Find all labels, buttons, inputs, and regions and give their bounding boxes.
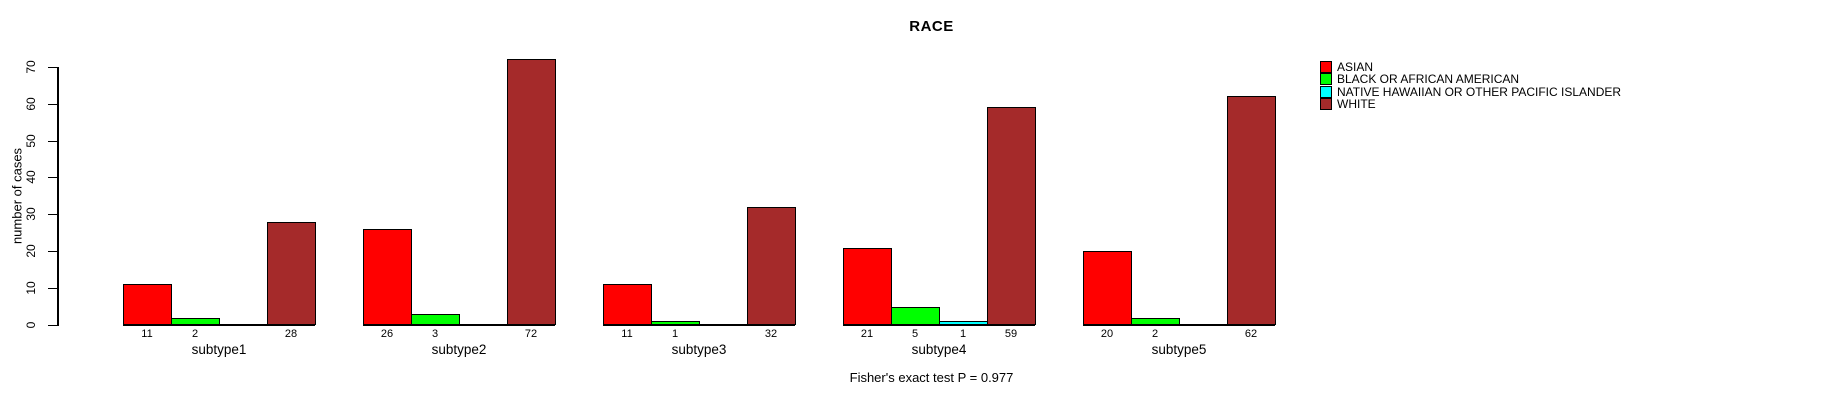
- legend: ASIAN BLACK OR AFRICAN AMERICAN NATIVE HAW…: [1320, 59, 1622, 112]
- legend-swatch: [1320, 73, 1332, 86]
- y-tick-label: 40: [24, 170, 38, 185]
- bar-value-label: 3: [431, 328, 439, 340]
- legend-swatch: [1320, 85, 1332, 98]
- y-axis-title: number of cases: [9, 147, 25, 245]
- legend-item: ASIAN: [1320, 59, 1621, 74]
- group-baseline: [363, 324, 555, 326]
- y-tick-label: 70: [24, 60, 38, 74]
- bar-value-label: 2: [191, 328, 199, 340]
- category-label-subtype4: subtype4: [911, 342, 967, 357]
- bar-value-label: 1: [959, 328, 967, 340]
- bar-value-label: 21: [860, 328, 874, 340]
- bar-subtype3-asian: [603, 284, 652, 325]
- legend-swatch: [1320, 98, 1332, 111]
- chart-title: RACE: [909, 18, 954, 35]
- bar-subtype1-black-or-african-american: [171, 318, 220, 325]
- category-label-subtype2: subtype2: [431, 342, 487, 357]
- y-tick-label: 10: [24, 281, 38, 295]
- y-tick-mark: [48, 67, 58, 68]
- legend-label: ASIAN: [1337, 59, 1374, 74]
- bar-value-label: 62: [1244, 328, 1258, 340]
- bar-subtype2-black-or-african-american: [411, 314, 460, 325]
- bar-value-label: 59: [1004, 328, 1018, 340]
- statistics-footer: Fisher's exact test P = 0.977: [849, 370, 1014, 385]
- y-tick-mark: [48, 251, 58, 252]
- legend-label: NATIVE HAWAIIAN OR OTHER PACIFIC ISLANDE…: [1337, 84, 1622, 99]
- legend-label: BLACK OR AFRICAN AMERICAN: [1337, 72, 1520, 87]
- bar-subtype4-white: [987, 107, 1036, 325]
- legend-item: WHITE: [1320, 97, 1621, 112]
- bar-subtype2-asian: [363, 229, 412, 325]
- bar-value-label: 72: [524, 328, 538, 340]
- group-baseline: [603, 324, 795, 326]
- bar-value-label: 11: [141, 328, 153, 340]
- legend-item: NATIVE HAWAIIAN OR OTHER PACIFIC ISLANDE…: [1320, 84, 1622, 99]
- bar-value-label: 26: [380, 328, 394, 340]
- y-tick-label: 0: [24, 321, 38, 329]
- group-baseline: [843, 324, 1035, 326]
- group-baseline: [1083, 324, 1275, 326]
- legend-swatch: [1320, 60, 1332, 73]
- bar-value-label: 11: [621, 328, 633, 340]
- bar-subtype4-native-hawaiian-or-other-pacific-islander: [939, 321, 988, 325]
- bar-value-label: 20: [1100, 328, 1114, 340]
- y-axis-line: [57, 66, 59, 326]
- bar-subtype5-black-or-african-american: [1131, 318, 1180, 325]
- y-tick-label: 20: [24, 244, 38, 258]
- category-label-subtype5: subtype5: [1151, 342, 1207, 357]
- bar-subtype4-black-or-african-american: [891, 307, 940, 325]
- y-tick-label: 30: [24, 207, 38, 221]
- bar-value-label: 28: [284, 328, 298, 340]
- bar-subtype5-white: [1227, 96, 1276, 325]
- bar-value-label: 1: [671, 328, 679, 340]
- y-tick-mark: [48, 141, 58, 142]
- bar-subtype5-asian: [1083, 251, 1132, 325]
- group-baseline: [123, 324, 315, 326]
- y-tick-mark: [48, 214, 58, 215]
- legend-item: BLACK OR AFRICAN AMERICAN: [1320, 72, 1621, 87]
- category-label-subtype3: subtype3: [671, 342, 727, 357]
- bar-subtype1-white: [267, 222, 316, 325]
- y-tick-mark: [48, 177, 58, 178]
- y-tick-label: 50: [24, 133, 38, 148]
- bar-value-label: 32: [764, 328, 778, 340]
- y-tick-mark: [48, 288, 58, 289]
- y-tick-label: 60: [24, 96, 38, 111]
- bar-subtype3-black-or-african-american: [651, 321, 700, 325]
- bar-subtype2-white: [507, 59, 556, 325]
- category-label-subtype1: subtype1: [191, 342, 247, 357]
- bar-value-label: 5: [911, 328, 919, 340]
- bar-value-label: 2: [1151, 328, 1159, 340]
- legend-label: WHITE: [1337, 97, 1376, 112]
- y-tick-mark: [48, 325, 58, 326]
- y-tick-mark: [48, 104, 58, 105]
- bar-subtype4-asian: [843, 248, 892, 325]
- bar-subtype3-white: [747, 207, 796, 325]
- bar-subtype1-asian: [123, 284, 172, 325]
